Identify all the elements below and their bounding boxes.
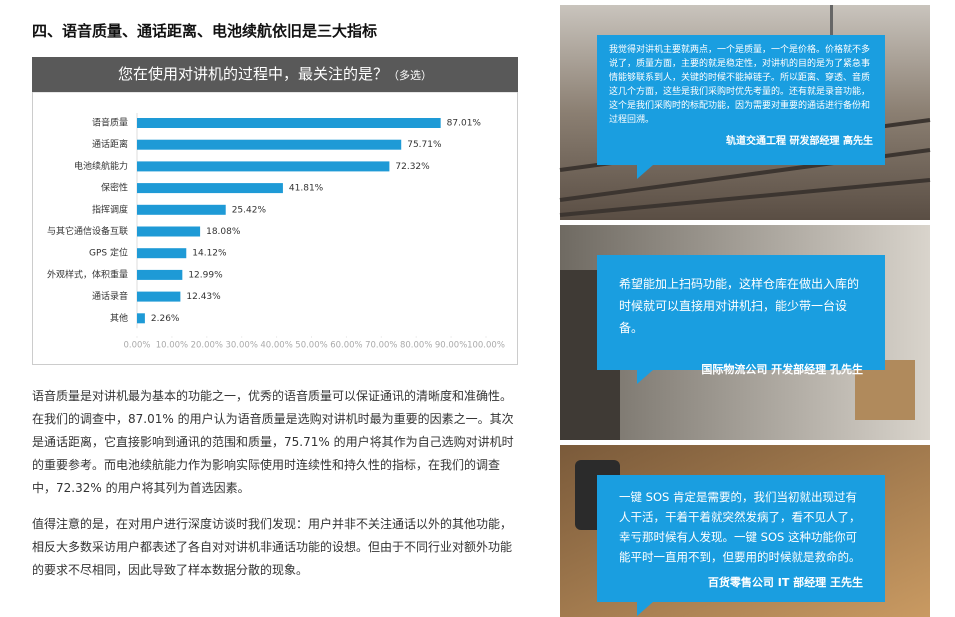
category-label: 通话距离 xyxy=(92,138,128,150)
boxes xyxy=(855,360,915,420)
quote-tail xyxy=(637,165,653,179)
value-label: 12.99% xyxy=(188,270,223,280)
heading: 四、语音质量、通话距离、电池续航依旧是三大指标 xyxy=(32,22,378,40)
x-tick-label: 50.00% xyxy=(295,341,327,351)
bar xyxy=(137,269,183,280)
value-label: 72.32% xyxy=(395,162,430,172)
x-tick-label: 90.00% xyxy=(435,341,467,351)
value-label: 41.81% xyxy=(289,184,324,194)
quote-author: 国际物流公司 开发部经理 孔先生 xyxy=(701,363,863,376)
category-label: 电池续航能力 xyxy=(74,160,128,172)
quote-tail xyxy=(637,370,653,384)
quote-author: 轨道交通工程 研发部经理 高先生 xyxy=(726,136,873,147)
x-tick-label: 60.00% xyxy=(330,341,362,351)
chart-subtitle: （多选） xyxy=(388,69,432,82)
category-label: 语音质量 xyxy=(92,117,128,129)
quote-text: 希望能加上扫码功能，这样仓库在做出入库的时候就可以直接用对讲机扫，能少带一台设备… xyxy=(619,277,860,335)
value-label: 75.71% xyxy=(407,140,442,150)
x-tick-label: 0.00% xyxy=(123,341,150,351)
x-tick-label: 40.00% xyxy=(260,341,292,351)
category-label: 外观样式，体积重量 xyxy=(47,268,128,280)
quote-text: 我觉得对讲机主要就两点，一个是质量，一个是价格。价格就不多说了，质量方面，主要的… xyxy=(609,45,871,125)
bar xyxy=(137,248,187,259)
value-label: 12.43% xyxy=(186,292,221,302)
paragraph: 值得注意的是，在对用户进行深度访谈时我们发现：用户并非不关注通话以外的其他功能，… xyxy=(32,517,513,577)
value-label: 14.12% xyxy=(192,249,227,259)
quote-tail xyxy=(637,602,653,616)
category-label: 指挥调度 xyxy=(92,203,128,215)
quote-box: 希望能加上扫码功能，这样仓库在做出入库的时候就可以直接用对讲机扫，能少带一台设备… xyxy=(597,255,885,384)
bar xyxy=(137,226,201,237)
quote-box: 一键 SOS 肯定是需要的，我们当初就出现过有人干活，干着干着就突然发病了，看不… xyxy=(597,475,885,616)
x-tick-label: 20.00% xyxy=(191,341,223,351)
bar xyxy=(137,313,145,324)
value-label: 25.42% xyxy=(232,205,267,215)
x-tick-label: 100.00% xyxy=(467,341,505,351)
value-label: 2.26% xyxy=(151,314,180,324)
bar xyxy=(137,291,181,302)
chart-frame xyxy=(32,92,518,365)
bar xyxy=(137,139,402,150)
paragraph: 语音质量是对讲机最为基本的功能之一，优秀的语音质量可以保证通讯的清晰度和准确性。… xyxy=(32,389,514,495)
chart-title: 您在使用对讲机的过程中，最关注的是？ xyxy=(117,65,388,83)
category-label: 通话录音 xyxy=(92,290,128,302)
chart-title-bar: 您在使用对讲机的过程中，最关注的是？（多选） xyxy=(32,57,518,92)
category-label: GPS 定位 xyxy=(89,247,128,259)
x-tick-label: 70.00% xyxy=(365,341,397,351)
category-label: 其他 xyxy=(110,312,128,324)
category-label: 与其它通信设备互联 xyxy=(47,225,128,237)
value-label: 87.01% xyxy=(447,119,482,129)
x-tick-label: 30.00% xyxy=(225,341,257,351)
quote-text: 一键 SOS 肯定是需要的，我们当初就出现过有人干活，干着干着就突然发病了，看不… xyxy=(619,490,861,564)
quote-box: 我觉得对讲机主要就两点，一个是质量，一个是价格。价格就不多说了，质量方面，主要的… xyxy=(597,35,885,179)
bar xyxy=(137,161,390,172)
value-label: 18.08% xyxy=(206,227,241,237)
bar xyxy=(137,183,283,194)
bar xyxy=(137,118,441,128)
category-label: 保密性 xyxy=(101,182,128,194)
chart: 0.00% 10.00% 20.00% 30.00% 40.00% 50.00% 60.00… xyxy=(32,92,518,365)
quote-author: 百货零售公司 IT 部经理 王先生 xyxy=(707,576,863,589)
x-tick-label: 10.00% xyxy=(156,341,188,351)
x-tick-label: 80.00% xyxy=(400,341,432,351)
bar xyxy=(137,204,226,215)
